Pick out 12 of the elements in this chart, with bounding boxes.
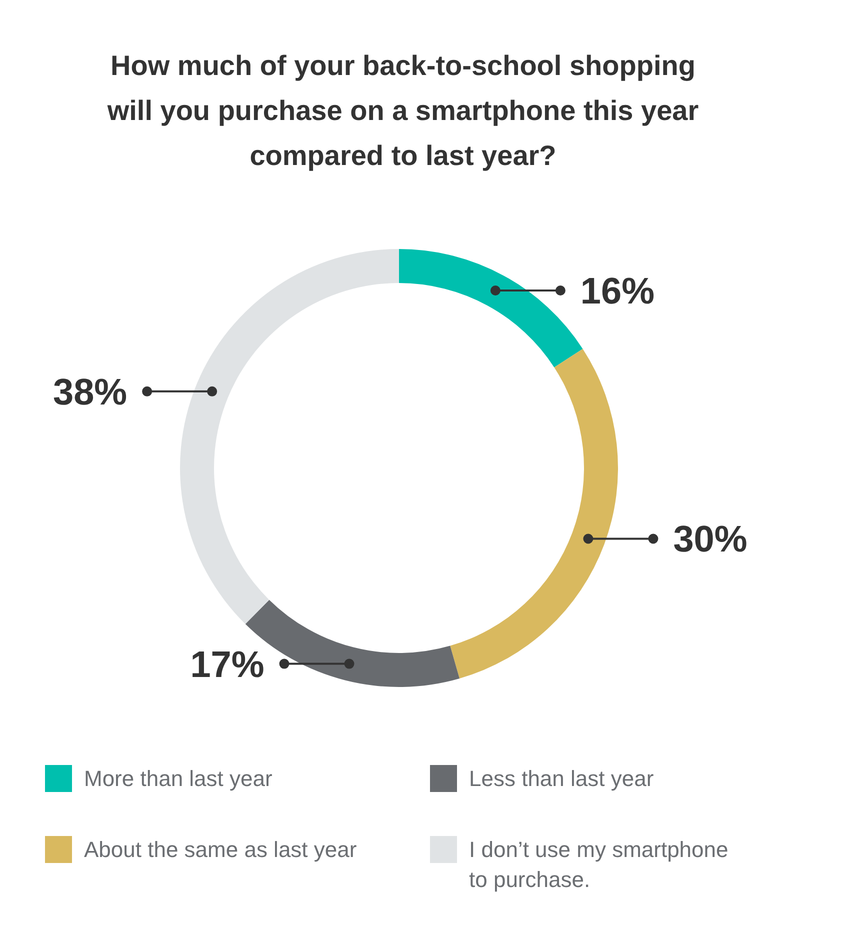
data-label: 16% bbox=[580, 270, 654, 312]
legend-label: More than last year bbox=[84, 766, 272, 791]
data-label: 17% bbox=[190, 644, 264, 685]
data-label: 30% bbox=[673, 518, 748, 560]
legend-label: Less than last year bbox=[469, 766, 654, 791]
donut-slice bbox=[399, 249, 583, 368]
donut-slice bbox=[180, 249, 399, 624]
data-label: 38% bbox=[53, 371, 128, 412]
legend-label: About the same as last year bbox=[84, 837, 357, 862]
donut-slice bbox=[450, 348, 618, 678]
chart-title: How much of your back-to-school shopping will you purchase on a smartphone this year compared to last year? bbox=[106, 50, 699, 171]
legend-label: I don’t use my smartphone to purchase. bbox=[469, 837, 728, 892]
